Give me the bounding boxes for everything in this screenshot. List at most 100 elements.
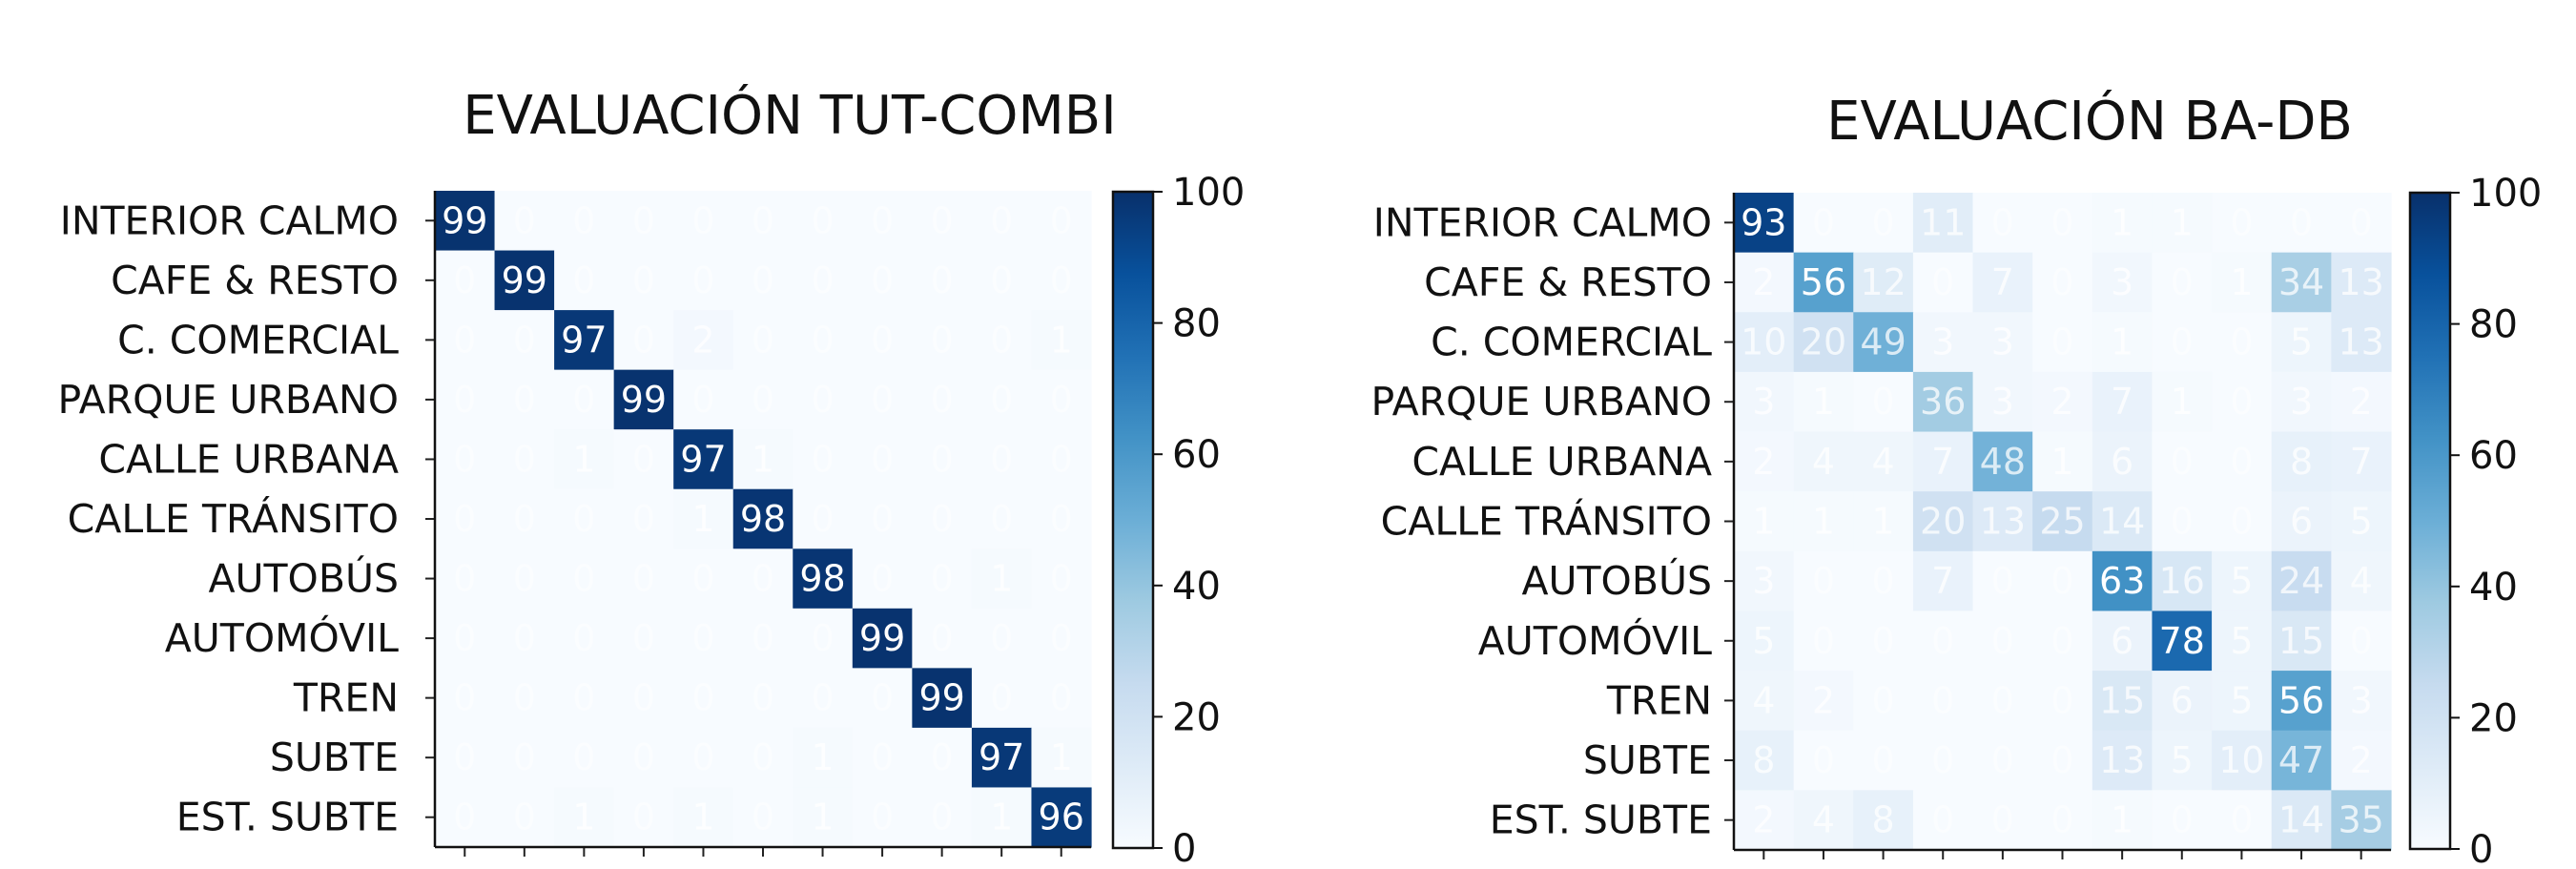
heatmap-cell (1734, 491, 1795, 552)
heatmap-cell (1972, 671, 2033, 732)
cell-value: 10 (1741, 321, 1786, 363)
heatmap-cell (494, 727, 555, 789)
colorbar-tick-label: 20 (1172, 695, 1221, 739)
heatmap-cell (2212, 730, 2273, 791)
heatmap-cell (1853, 671, 1914, 732)
cell-value: 0 (2050, 799, 2073, 841)
heatmap-cell (435, 250, 496, 311)
heatmap-cell (673, 727, 734, 789)
heatmap-cell (2092, 193, 2154, 254)
heatmap-cell (793, 429, 854, 490)
cell-value: 0 (572, 617, 595, 659)
cell-value: 0 (871, 558, 894, 600)
heatmap-cell (2271, 312, 2332, 373)
row-label: C. COMERCIAL (117, 317, 399, 362)
heatmap-cell (1031, 250, 1092, 311)
cell-value: 0 (931, 438, 954, 480)
cell-value: 7 (1931, 441, 1954, 483)
cell-value: 0 (811, 438, 834, 480)
heatmap-cell (2212, 431, 2273, 492)
heatmap-cell (732, 488, 793, 549)
cell-value: 0 (691, 259, 714, 301)
heatmap-cell (1734, 431, 1795, 492)
cell-value: 0 (513, 558, 536, 600)
colorbar-tick-label: 100 (2469, 172, 2542, 216)
heatmap-cell (435, 787, 496, 848)
heatmap-cell (912, 668, 973, 729)
cell-value: 5 (2230, 560, 2253, 602)
heatmap-cell (2032, 730, 2093, 791)
heatmap-cell (912, 429, 973, 490)
heatmap-cell (1912, 610, 1974, 672)
heatmap-cell (2331, 312, 2392, 373)
heatmap-cell (613, 668, 674, 729)
heatmap-cell (2152, 790, 2213, 851)
heatmap-cell (912, 727, 973, 789)
cell-value: 1 (1812, 381, 1835, 423)
cell-value: 0 (2290, 201, 2313, 243)
heatmap-cell (673, 548, 734, 610)
cell-value: 0 (453, 797, 476, 838)
heatmap-cell (2152, 550, 2213, 612)
heatmap-cell (1734, 193, 1795, 254)
heatmap-cell (1972, 312, 2033, 373)
cell-value: 0 (990, 259, 1013, 301)
cell-value: 1 (990, 558, 1013, 600)
cell-value: 15 (2278, 620, 2324, 662)
heatmap-cell (613, 608, 674, 669)
heatmap-cell (1972, 491, 2033, 552)
heatmap-cell (2212, 491, 2273, 552)
cell-value: 0 (1050, 199, 1073, 241)
row-label: TREN (1606, 677, 1712, 723)
cell-value: 0 (1050, 379, 1073, 421)
cell-value: 0 (513, 199, 536, 241)
heatmap-cell (554, 429, 615, 490)
heatmap-cell (613, 429, 674, 490)
heatmap-cell (1793, 312, 1854, 373)
cell-value: 99 (621, 379, 667, 421)
cell-value: 0 (513, 677, 536, 719)
heatmap-cell (1793, 790, 1854, 851)
cell-value: 0 (1991, 201, 2014, 243)
cell-value: 0 (1812, 560, 1835, 602)
heatmap-cell (1912, 193, 1974, 254)
cell-value: 0 (990, 438, 1013, 480)
row-label: AUTOMÓVIL (165, 615, 399, 661)
cell-value: 0 (752, 199, 774, 241)
cell-value: 0 (2230, 799, 2253, 841)
cell-value: 97 (680, 438, 726, 480)
heatmap-cell (1031, 787, 1092, 848)
heatmap-cell (2331, 790, 2392, 851)
cell-value: 0 (1050, 259, 1073, 301)
heatmap-cell (1972, 193, 2033, 254)
cell-value: 0 (1871, 620, 1894, 662)
cell-value: 0 (1931, 620, 1954, 662)
matrix-axes (425, 191, 1091, 857)
cell-value: 0 (513, 797, 536, 838)
cell-value: 34 (2278, 261, 2324, 303)
heatmap-cell (673, 369, 734, 430)
cell-value: 0 (1931, 799, 1954, 841)
heatmap-cell (1853, 431, 1914, 492)
cell-value: 0 (871, 677, 894, 719)
heatmap-cell (435, 727, 496, 789)
cell-value: 25 (2039, 501, 2085, 543)
heatmap-cell (793, 191, 854, 252)
heatmap-cell (1793, 491, 1854, 552)
chart-title: EVALUACIÓN BA-DB (1826, 91, 2353, 153)
cell-value: 0 (572, 736, 595, 778)
heatmap-cell (613, 310, 674, 371)
cell-value: 13 (2099, 739, 2145, 781)
cell-value: 1 (2050, 441, 2073, 483)
heatmap-cell (852, 250, 913, 311)
colorbar-gradient (1111, 190, 1155, 850)
cell-value: 0 (752, 558, 774, 600)
cell-value: 0 (931, 558, 954, 600)
cell-value: 0 (513, 438, 536, 480)
heatmap-cell (912, 191, 973, 252)
cell-value: 0 (513, 736, 536, 778)
heatmap-cell (2271, 730, 2332, 791)
cell-value: 0 (1812, 201, 1835, 243)
heatmap-cell (1912, 790, 1974, 851)
